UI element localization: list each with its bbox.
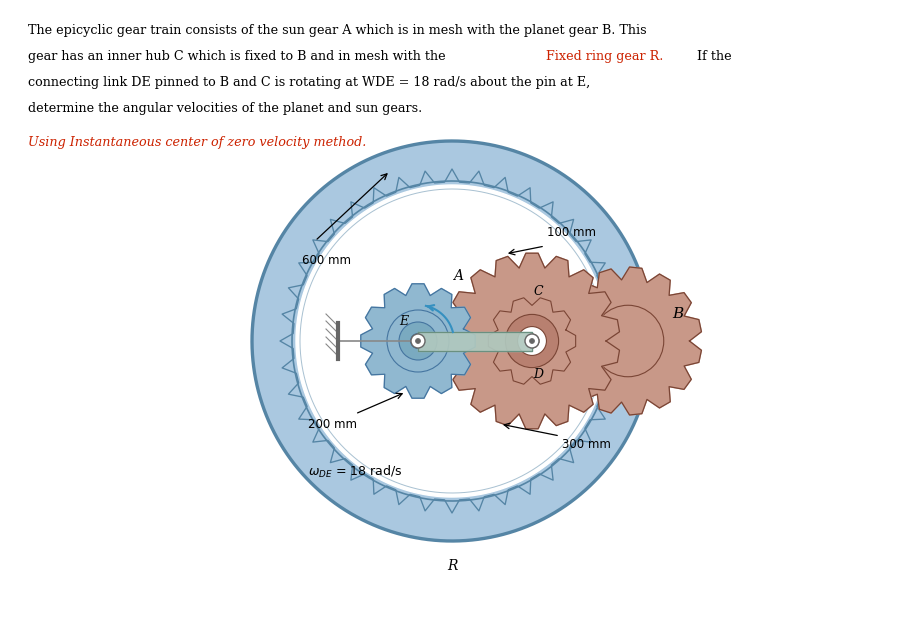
Circle shape <box>410 334 425 348</box>
Text: The epicyclic gear train consists of the sun gear A which is in mesh with the pl: The epicyclic gear train consists of the… <box>28 24 646 37</box>
Text: 300 mm: 300 mm <box>561 438 610 451</box>
Circle shape <box>399 322 437 360</box>
Polygon shape <box>488 298 575 384</box>
Text: R: R <box>446 559 456 573</box>
Circle shape <box>505 314 558 367</box>
Circle shape <box>524 334 538 348</box>
Text: D: D <box>532 368 542 381</box>
Text: 100 mm: 100 mm <box>547 226 595 239</box>
Text: C: C <box>532 285 542 298</box>
Circle shape <box>415 339 420 344</box>
Text: gear has an inner hub C which is fixed to B and in mesh with the: gear has an inner hub C which is fixed t… <box>28 50 449 63</box>
Text: $\omega_{DE}$ = 18 rad/s: $\omega_{DE}$ = 18 rad/s <box>308 464 401 480</box>
Polygon shape <box>361 284 474 398</box>
Polygon shape <box>554 267 701 415</box>
Circle shape <box>529 339 534 344</box>
Circle shape <box>387 310 448 372</box>
Text: Fixed ring gear R.: Fixed ring gear R. <box>546 50 663 63</box>
Circle shape <box>592 305 663 377</box>
Text: 200 mm: 200 mm <box>308 418 356 431</box>
Text: connecting link DE pinned to B and C is rotating at WDE = 18 rad/s about the pin: connecting link DE pinned to B and C is … <box>28 76 590 89</box>
Text: determine the angular velocities of the planet and sun gears.: determine the angular velocities of the … <box>28 102 422 115</box>
Text: E: E <box>399 315 408 328</box>
Circle shape <box>517 327 546 356</box>
Text: B: B <box>671 307 683 321</box>
Polygon shape <box>444 253 619 429</box>
Polygon shape <box>252 141 651 541</box>
Circle shape <box>410 334 425 349</box>
Text: A: A <box>453 269 463 283</box>
Polygon shape <box>280 169 623 513</box>
Text: If the: If the <box>692 50 731 63</box>
Polygon shape <box>418 332 531 351</box>
Circle shape <box>524 334 538 348</box>
Text: 600 mm: 600 mm <box>301 254 351 267</box>
Text: Using Instantaneous center of zero velocity method.: Using Instantaneous center of zero veloc… <box>28 136 366 149</box>
Polygon shape <box>296 185 607 497</box>
